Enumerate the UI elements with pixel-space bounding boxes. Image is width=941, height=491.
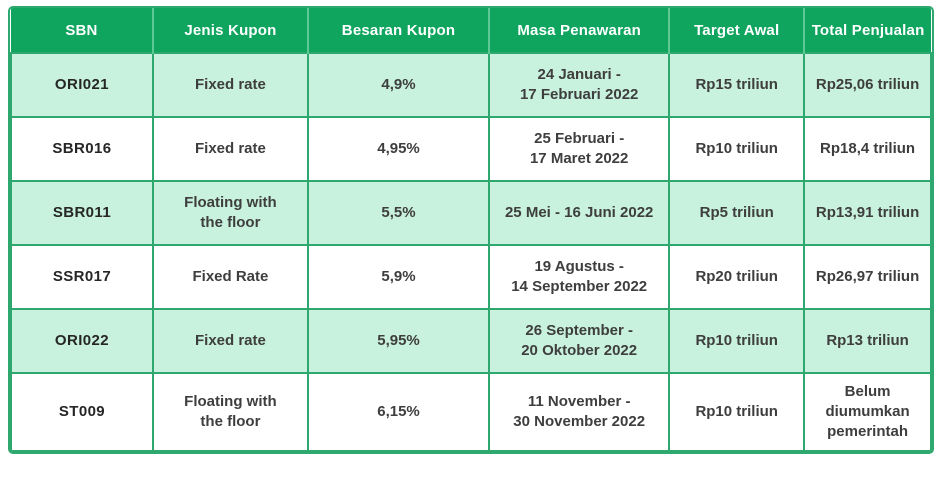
cell-target-awal: Rp10 triliun: [668, 116, 806, 182]
column-header-jenis-kupon: Jenis Kupon: [151, 8, 308, 53]
cell-masa-penawaran: 11 November - 30 November 2022: [488, 372, 671, 452]
cell-sbn: SBR016: [10, 116, 154, 182]
column-header-masa-penawaran: Masa Penawaran: [488, 8, 670, 53]
cell-masa-penawaran: 25 Mei - 16 Juni 2022: [488, 180, 671, 246]
cell-target-awal: Rp10 triliun: [668, 308, 806, 374]
cell-jenis-kupon: Floating with the floor: [151, 180, 309, 246]
cell-sbn: ST009: [10, 372, 154, 452]
cell-total-penjualan: Belum diumumkan pemerintah: [803, 372, 932, 452]
column-header-besaran-kupon: Besaran Kupon: [306, 8, 490, 53]
cell-jenis-kupon: Fixed rate: [151, 308, 309, 374]
cell-besaran-kupon: 4,9%: [306, 52, 491, 118]
cell-total-penjualan: Rp18,4 triliun: [803, 116, 932, 182]
cell-masa-penawaran: 24 Januari - 17 Februari 2022: [488, 52, 671, 118]
sbn-table: SBN Jenis Kupon Besaran Kupon Masa Penaw…: [10, 8, 932, 452]
table-container: SBN Jenis Kupon Besaran Kupon Masa Penaw…: [8, 6, 934, 454]
cell-total-penjualan: Rp13 triliun: [803, 308, 932, 374]
cell-besaran-kupon: 5,9%: [306, 244, 491, 310]
column-header-sbn: SBN: [11, 8, 153, 53]
cell-masa-penawaran: 25 Februari - 17 Maret 2022: [488, 116, 671, 182]
cell-besaran-kupon: 5,5%: [306, 180, 491, 246]
cell-masa-penawaran: 19 Agustus - 14 September 2022: [488, 244, 671, 310]
cell-target-awal: Rp20 triliun: [668, 244, 806, 310]
cell-sbn: SBR011: [10, 180, 154, 246]
cell-jenis-kupon: Fixed rate: [151, 116, 309, 182]
cell-total-penjualan: Rp25,06 triliun: [803, 52, 932, 118]
table-row-st009: ST009 Floating with the floor 6,15% 11 N…: [10, 372, 932, 452]
cell-total-penjualan: Rp26,97 triliun: [803, 244, 932, 310]
cell-sbn: ORI022: [10, 308, 154, 374]
cell-target-awal: Rp15 triliun: [668, 52, 806, 118]
table-row-ssr017: SSR017 Fixed Rate 5,9% 19 Agustus - 14 S…: [10, 244, 932, 310]
column-header-target-awal: Target Awal: [668, 8, 805, 53]
cell-jenis-kupon: Fixed rate: [151, 52, 309, 118]
cell-besaran-kupon: 6,15%: [306, 372, 491, 452]
table-row-ori022: ORI022 Fixed rate 5,95% 26 September - 2…: [10, 308, 932, 374]
cell-sbn: ORI021: [10, 52, 154, 118]
column-header-total-penjualan: Total Penjualan: [803, 8, 931, 53]
cell-target-awal: Rp5 triliun: [668, 180, 806, 246]
cell-besaran-kupon: 5,95%: [306, 308, 491, 374]
table-row-ori021: ORI021 Fixed rate 4,9% 24 Januari - 17 F…: [10, 52, 932, 118]
cell-masa-penawaran: 26 September - 20 Oktober 2022: [488, 308, 671, 374]
table-row-sbr011: SBR011 Floating with the floor 5,5% 25 M…: [10, 180, 932, 246]
cell-total-penjualan: Rp13,91 triliun: [803, 180, 932, 246]
cell-jenis-kupon: Floating with the floor: [151, 372, 309, 452]
cell-jenis-kupon: Fixed Rate: [151, 244, 309, 310]
table-row-sbr016: SBR016 Fixed rate 4,95% 25 Februari - 17…: [10, 116, 932, 182]
cell-target-awal: Rp10 triliun: [668, 372, 806, 452]
table-header-row: SBN Jenis Kupon Besaran Kupon Masa Penaw…: [11, 8, 931, 53]
cell-besaran-kupon: 4,95%: [306, 116, 491, 182]
cell-sbn: SSR017: [10, 244, 154, 310]
